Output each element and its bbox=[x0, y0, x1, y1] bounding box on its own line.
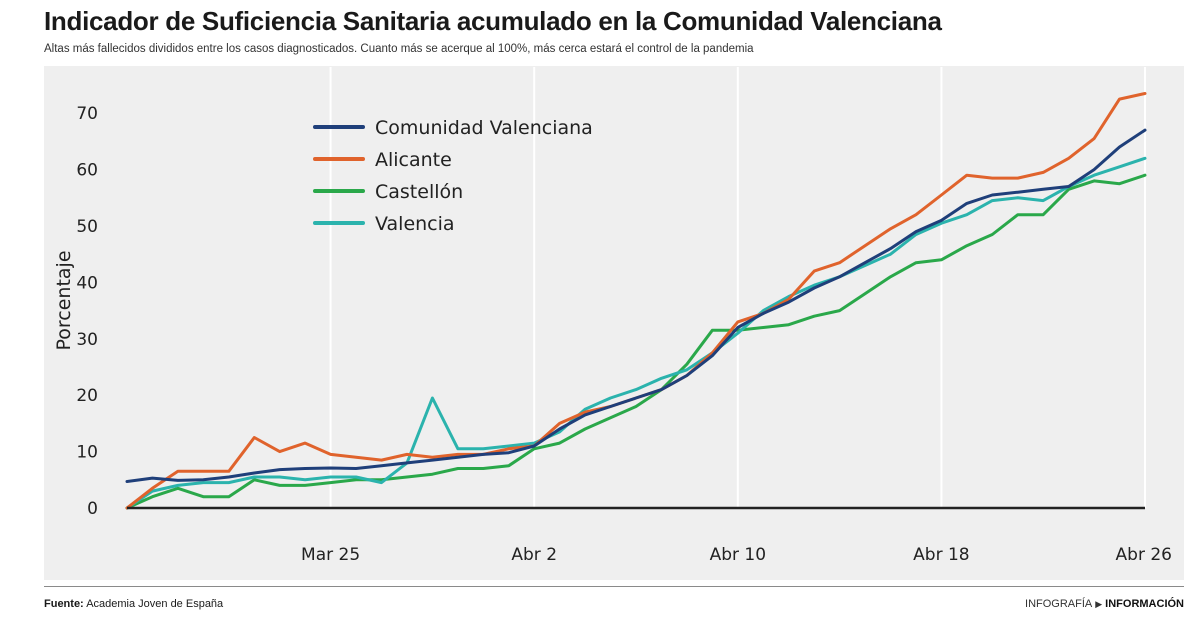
x-tick-label-0: Mar 25 bbox=[301, 545, 360, 565]
source-label: Fuente: bbox=[44, 598, 84, 610]
y-tick-label-0: 0 bbox=[87, 499, 98, 519]
series-line-castellon bbox=[125, 173, 1147, 510]
chart-title: Indicador de Suficiencia Sanitaria acumu… bbox=[44, 6, 942, 36]
legend-label-valencia: Valencia bbox=[375, 213, 455, 235]
play-arrow-icon: ▶ bbox=[1095, 599, 1103, 609]
x-tick-label-2: Abr 10 bbox=[710, 545, 766, 565]
y-tick-label-60: 60 bbox=[76, 161, 98, 181]
y-tick-label-20: 20 bbox=[76, 386, 98, 406]
y-tick-label-50: 50 bbox=[76, 217, 98, 237]
credit-note: INFOGRAFÍA ▶ INFORMACIÓN bbox=[1025, 598, 1184, 610]
legend-label-castellon: Castellón bbox=[375, 181, 463, 203]
legend-label-comunidad: Comunidad Valenciana bbox=[375, 117, 593, 139]
x-tick-label-3: Abr 18 bbox=[913, 545, 969, 565]
credit-brand: INFORMACIÓN bbox=[1105, 598, 1184, 610]
series-line-valencia bbox=[125, 156, 1147, 510]
footer-divider bbox=[44, 586, 1184, 587]
x-tick-label-1: Abr 2 bbox=[511, 545, 557, 565]
chart-subtitle: Altas más fallecidos divididos entre los… bbox=[44, 43, 754, 55]
credit-label: INFOGRAFÍA bbox=[1025, 598, 1093, 610]
y-tick-label-40: 40 bbox=[76, 273, 98, 293]
y-axis-label: Porcentaje bbox=[53, 250, 75, 350]
y-tick-label-70: 70 bbox=[76, 104, 98, 124]
source-text: Academia Joven de España bbox=[86, 598, 224, 610]
source-note: Fuente: Academia Joven de España bbox=[44, 598, 223, 610]
y-tick-label-30: 30 bbox=[76, 330, 98, 350]
series-line-comunidad bbox=[125, 128, 1147, 483]
series-line-alicante bbox=[125, 92, 1147, 510]
x-tick-label-4: Abr 26 bbox=[1116, 545, 1172, 565]
legend-label-alicante: Alicante bbox=[375, 149, 452, 171]
y-tick-label-10: 10 bbox=[76, 443, 98, 463]
